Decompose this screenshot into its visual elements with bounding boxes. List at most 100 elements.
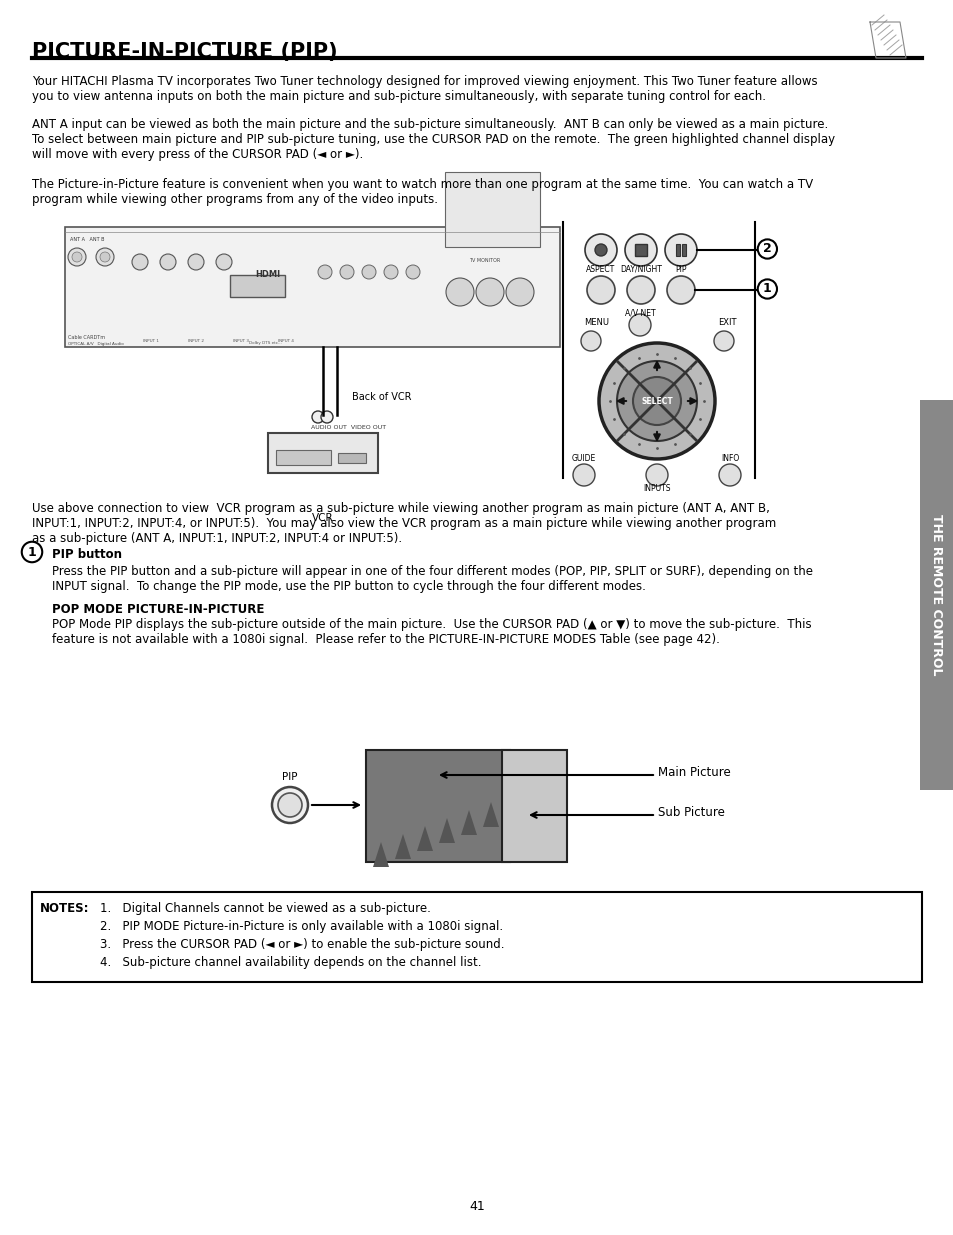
Text: PIP button: PIP button <box>52 548 122 561</box>
Circle shape <box>580 331 600 351</box>
Polygon shape <box>416 826 433 851</box>
Bar <box>366 750 510 862</box>
Text: Sub Picture: Sub Picture <box>658 806 724 820</box>
Circle shape <box>320 411 333 424</box>
Text: 2.   PIP MODE Picture-in-Picture is only available with a 1080i signal.: 2. PIP MODE Picture-in-Picture is only a… <box>100 920 502 932</box>
Text: MENU: MENU <box>583 317 608 327</box>
Text: VCR: VCR <box>312 513 334 522</box>
Bar <box>268 433 377 473</box>
Bar <box>32 892 921 982</box>
Text: INPUT 4: INPUT 4 <box>277 338 294 343</box>
Circle shape <box>505 278 534 306</box>
Text: 3.   Press the CURSOR PAD (◄ or ►) to enable the sub-picture sound.: 3. Press the CURSOR PAD (◄ or ►) to enab… <box>100 939 504 951</box>
Bar <box>65 227 559 347</box>
Circle shape <box>312 411 324 424</box>
Circle shape <box>68 248 86 266</box>
Text: 41: 41 <box>469 1200 484 1213</box>
Text: The Picture-in-Picture feature is convenient when you want to watch more than on: The Picture-in-Picture feature is conven… <box>32 178 812 206</box>
Text: ASPECT: ASPECT <box>586 266 615 274</box>
Text: HDMI: HDMI <box>254 270 280 279</box>
Bar <box>681 245 685 256</box>
Circle shape <box>573 464 595 487</box>
Text: PICTURE-IN-PICTURE (PIP): PICTURE-IN-PICTURE (PIP) <box>32 42 337 62</box>
Text: ANT A   ANT B: ANT A ANT B <box>70 237 105 242</box>
Circle shape <box>132 254 148 270</box>
Bar <box>676 245 679 256</box>
Circle shape <box>361 266 375 279</box>
Circle shape <box>595 245 606 256</box>
Text: THE REMOTE CONTROL: THE REMOTE CONTROL <box>929 514 943 676</box>
Text: 2: 2 <box>762 242 771 256</box>
Circle shape <box>96 248 113 266</box>
Circle shape <box>719 464 740 487</box>
Circle shape <box>277 793 302 818</box>
Circle shape <box>598 343 714 459</box>
Circle shape <box>645 464 667 487</box>
Text: 1.   Digital Channels cannot be viewed as a sub-picture.: 1. Digital Channels cannot be viewed as … <box>100 902 431 915</box>
Circle shape <box>215 254 232 270</box>
Text: Press the PIP button and a sub-picture will appear in one of the four different : Press the PIP button and a sub-picture w… <box>52 564 812 593</box>
Circle shape <box>628 314 650 336</box>
Text: INFO: INFO <box>720 454 739 463</box>
Circle shape <box>160 254 175 270</box>
Circle shape <box>317 266 332 279</box>
Text: INPUT 2: INPUT 2 <box>188 338 204 343</box>
Circle shape <box>339 266 354 279</box>
Text: OPTICAL A/V   Digital Audio: OPTICAL A/V Digital Audio <box>68 342 124 346</box>
Polygon shape <box>373 842 389 867</box>
Bar <box>635 245 646 256</box>
Text: PIP: PIP <box>675 266 686 274</box>
Text: AUDIO OUT  VIDEO OUT: AUDIO OUT VIDEO OUT <box>311 425 386 430</box>
Polygon shape <box>438 818 455 844</box>
Circle shape <box>586 275 615 304</box>
Text: Your HITACHI Plasma TV incorporates Two Tuner technology designed for improved v: Your HITACHI Plasma TV incorporates Two … <box>32 75 817 103</box>
Circle shape <box>633 377 680 425</box>
Circle shape <box>584 233 617 266</box>
Bar <box>501 750 566 862</box>
Bar <box>919 400 953 790</box>
Text: A/V NET: A/V NET <box>624 308 655 317</box>
Bar <box>230 275 285 296</box>
Circle shape <box>188 254 204 270</box>
Bar <box>275 450 331 466</box>
Circle shape <box>617 361 697 441</box>
Polygon shape <box>460 810 476 835</box>
Bar <box>337 453 366 463</box>
Text: EXIT: EXIT <box>718 317 736 327</box>
Text: INPUT 1: INPUT 1 <box>143 338 159 343</box>
Circle shape <box>406 266 419 279</box>
Text: 1: 1 <box>762 283 771 295</box>
Circle shape <box>476 278 503 306</box>
Text: DAY/NIGHT: DAY/NIGHT <box>619 266 661 274</box>
Circle shape <box>626 275 655 304</box>
Text: TV MONITOR: TV MONITOR <box>469 258 500 263</box>
Circle shape <box>713 331 733 351</box>
Polygon shape <box>482 802 498 827</box>
Text: Back of VCR: Back of VCR <box>352 391 411 403</box>
Circle shape <box>100 252 110 262</box>
Text: Cable CARDTm: Cable CARDTm <box>68 335 105 340</box>
Circle shape <box>384 266 397 279</box>
Circle shape <box>272 787 308 823</box>
Text: ANT A input can be viewed as both the main picture and the sub-picture simultane: ANT A input can be viewed as both the ma… <box>32 119 834 161</box>
Text: GUIDE: GUIDE <box>571 454 596 463</box>
Text: INPUT 3: INPUT 3 <box>233 338 249 343</box>
Circle shape <box>446 278 474 306</box>
Circle shape <box>664 233 697 266</box>
Circle shape <box>666 275 695 304</box>
Circle shape <box>624 233 657 266</box>
Text: INPUTS: INPUTS <box>642 484 670 493</box>
Text: Dolby DTS etc...: Dolby DTS etc... <box>249 341 281 345</box>
Text: PIP: PIP <box>282 772 297 782</box>
Text: POP MODE PICTURE-IN-PICTURE: POP MODE PICTURE-IN-PICTURE <box>52 603 264 616</box>
Text: 4.   Sub-picture channel availability depends on the channel list.: 4. Sub-picture channel availability depe… <box>100 956 481 969</box>
Circle shape <box>71 252 82 262</box>
Bar <box>444 172 539 247</box>
Text: Use above connection to view  VCR program as a sub-picture while viewing another: Use above connection to view VCR program… <box>32 501 776 545</box>
Polygon shape <box>395 834 411 860</box>
Text: Main Picture: Main Picture <box>658 767 730 779</box>
Text: SELECT: SELECT <box>640 396 672 405</box>
Text: NOTES:: NOTES: <box>40 902 90 915</box>
Text: 1: 1 <box>28 546 36 558</box>
Text: POP Mode PIP displays the sub-picture outside of the main picture.  Use the CURS: POP Mode PIP displays the sub-picture ou… <box>52 618 811 646</box>
